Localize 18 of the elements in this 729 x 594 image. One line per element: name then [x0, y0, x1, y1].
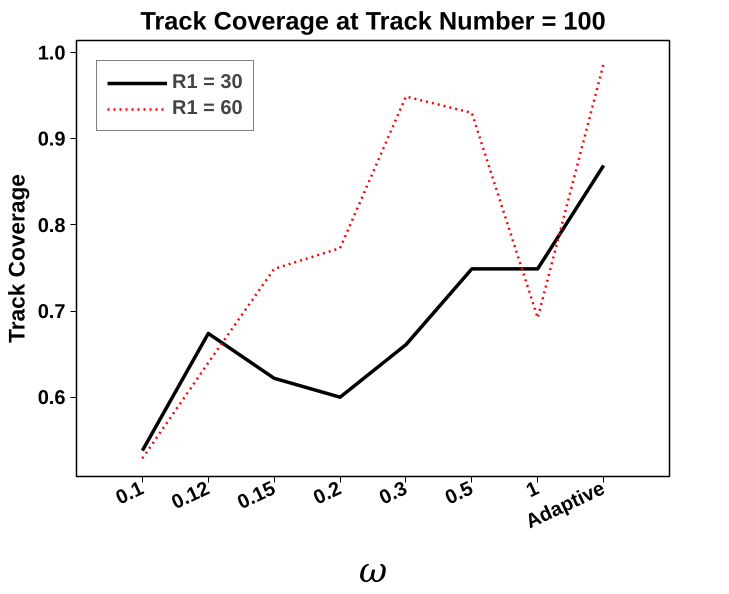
legend-label: R1 = 60: [172, 97, 243, 120]
x-tick-label: 0.3: [376, 478, 411, 510]
y-tick-label: 0.8: [38, 214, 66, 237]
y-tick-label: 1.0: [38, 42, 66, 65]
x-tick-label: 0.1: [112, 478, 148, 510]
x-tick-label: 0.15: [234, 478, 279, 514]
chart-title: Track Coverage at Track Number = 100: [140, 8, 606, 36]
x-axis-title: ω: [358, 551, 388, 592]
legend-label: R1 = 30: [172, 71, 243, 94]
y-tick-label: 0.7: [38, 301, 66, 324]
x-tick-label: 0.5: [442, 478, 476, 510]
y-tick-label: 0.9: [38, 128, 66, 151]
x-tick-label: 0.12: [168, 478, 213, 514]
y-axis-title: Track Coverage: [4, 174, 30, 343]
line-series: [141, 62, 605, 460]
y-tick-label: 0.6: [38, 387, 66, 410]
x-tick-label: 0.2: [310, 478, 345, 510]
line-series: [140, 164, 606, 452]
